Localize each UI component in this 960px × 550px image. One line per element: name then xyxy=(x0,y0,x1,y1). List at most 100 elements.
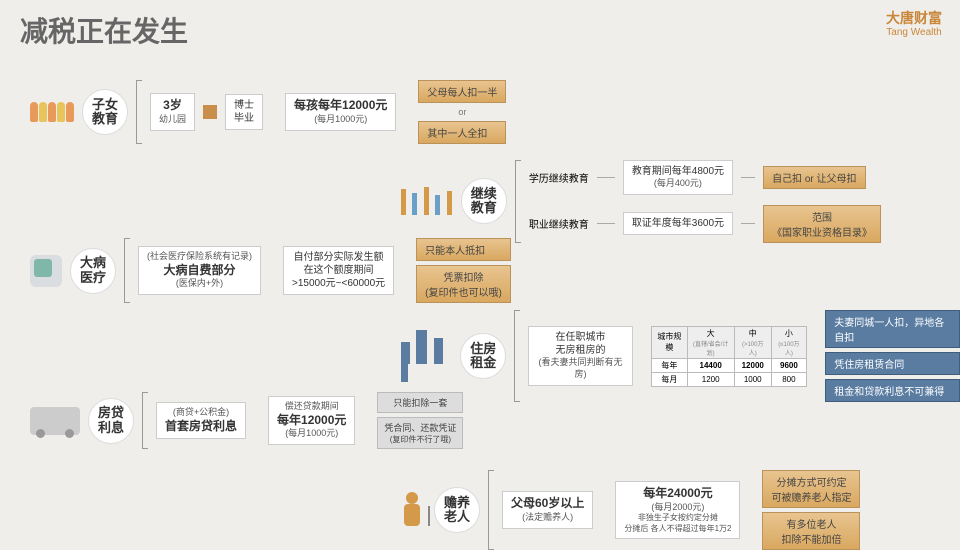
logo-en: Tang Wealth xyxy=(886,27,942,39)
truck-icon xyxy=(30,407,80,435)
elder-amount-note: 非独生子女按约定分摊 分摊后 各人不得超过每年1万2 xyxy=(624,513,731,534)
row-elder: 赡养 老人 父母60岁以上 (法定赡养人) 每年24000元 (每月2000元)… xyxy=(400,470,860,550)
td: 800 xyxy=(771,372,807,386)
cont-type2-amt: 取证年度每年3600元 xyxy=(623,212,733,235)
med-rule2-t: 凭票扣除 xyxy=(425,269,502,284)
t2-note: 《国家职业资格目录》 xyxy=(772,224,872,239)
loan-amount-sub: (每月1000元) xyxy=(277,428,346,440)
cont-type2-note: 范围 《国家职业资格目录》 xyxy=(763,205,881,243)
child-amount-box: 每孩每年12000元 (每月1000元) xyxy=(285,93,396,130)
elder-amount: 每年24000元 xyxy=(624,486,731,502)
child-label-circle: 子女 教育 xyxy=(82,89,128,135)
loan-pre: (商贷+公积金) xyxy=(165,407,237,419)
arrow-icon xyxy=(203,105,217,119)
line-icon xyxy=(597,177,615,178)
rent-notes: 夫妻同城一人扣，异地各自扣 凭住房租赁合同 租金和贷款利息不可兼得 xyxy=(825,310,960,402)
loan-rules: 只能扣除一套 凭合同、还款凭证 (复印件不行了哦) xyxy=(377,392,463,449)
elder-amount-sub: (每月2000元) xyxy=(624,502,731,514)
cont-label-circle: 继续 教育 xyxy=(461,178,507,224)
th: 大(直辖/省会/计划) xyxy=(687,326,734,358)
td: 9600 xyxy=(771,358,807,372)
loan-rule2: 凭合同、还款凭证 (复印件不行了哦) xyxy=(377,417,463,449)
elder-amount-box: 每年24000元 (每月2000元) 非独生子女按约定分摊 分摊后 各人不得超过… xyxy=(615,481,740,539)
elder-cond-box: 父母60岁以上 (法定赡养人) xyxy=(502,491,593,528)
rent-note3: 租金和贷款利息不可兼得 xyxy=(825,379,960,402)
row-continuing-education: 继续 教育 学历继续教育 教育期间每年4800元 (每月400元) 自己扣 or… xyxy=(400,160,881,243)
t1-amt: 教育期间每年4800元 xyxy=(632,165,724,178)
rent-table: 城市规模 大(直辖/省会/计划) 中(>100万人) 小(≤100万人) 每年 … xyxy=(651,326,807,387)
child-rule1: 父母每人扣一半 xyxy=(418,80,506,103)
row-loan: 房贷 利息 (商贷+公积金) 首套房贷利息 偿还贷款期间 每年12000元 (每… xyxy=(30,392,463,449)
td: 1000 xyxy=(734,372,771,386)
cont-type2: 职业继续教育 xyxy=(529,216,589,231)
bracket-icon xyxy=(514,310,520,402)
med-main-sub: (医保内+外) xyxy=(147,278,252,290)
td: 12000 xyxy=(734,358,771,372)
th: 城市规模 xyxy=(652,326,687,358)
cont-type1: 学历继续教育 xyxy=(529,170,589,185)
med-range-box: 自付部分实际发生额 在这个额度期间 >15000元~<60000元 xyxy=(283,246,394,295)
line-icon xyxy=(597,223,615,224)
rent-cond-box: 在任职城市 无房租房的 (看夫妻共同判断有无房) xyxy=(528,326,633,385)
loan-rule1: 只能扣除一套 xyxy=(377,392,463,413)
loan-rule2s: (复印件不行了哦) xyxy=(384,434,456,445)
medical-icon xyxy=(30,255,62,287)
bracket-icon xyxy=(142,392,148,449)
loan-label-circle: 房贷 利息 xyxy=(88,398,134,444)
t1-sub: (每月400元) xyxy=(632,178,724,190)
bracket-icon xyxy=(136,80,142,144)
elder-notes: 分摊方式可约定 可被赡养老人指定 有多位老人 扣除不能加倍 xyxy=(762,470,860,550)
td: 1200 xyxy=(687,372,734,386)
people-icon xyxy=(30,102,74,122)
page-title: 减税正在发生 xyxy=(20,10,188,50)
rent-label-circle: 住房 租金 xyxy=(460,333,506,379)
loan-main-box: (商贷+公积金) 首套房贷利息 xyxy=(156,402,246,439)
med-main-box: (社会医疗保险系统有记录) 大病自费部分 (医保内+外) xyxy=(138,246,261,295)
med-pre: (社会医疗保险系统有记录) xyxy=(147,251,252,263)
rent-note2: 凭住房租赁合同 xyxy=(825,352,960,375)
line-icon xyxy=(741,177,755,178)
td: 每月 xyxy=(652,372,687,386)
th: 中(>100万人) xyxy=(734,326,771,358)
rent-cond: 在任职城市 无房租房的 xyxy=(537,331,624,357)
logo-cn: 大唐财富 xyxy=(886,10,942,27)
th: 小(≤100万人) xyxy=(771,326,807,358)
rent-cond-sub: (看夫妻共同判断有无房) xyxy=(537,357,624,380)
t2-note-h: 范围 xyxy=(772,209,872,224)
line-icon xyxy=(741,223,755,224)
child-rules: 父母每人扣一半 or 其中一人全扣 xyxy=(418,80,506,144)
loan-period: 偿还贷款期间 xyxy=(277,401,346,413)
med-rule1: 只能本人抵扣 xyxy=(416,238,511,261)
med-rule2: 凭票扣除 (复印件也可以哦) xyxy=(416,265,511,303)
row-child-education: 子女 教育 3岁 幼儿园 博士 毕业 每孩每年12000元 (每月1000元) … xyxy=(30,80,506,144)
elder-cond: 父母60岁以上 xyxy=(511,496,584,512)
td: 14400 xyxy=(687,358,734,372)
loan-rule2t: 凭合同、还款凭证 xyxy=(384,421,456,434)
child-rule-or: or xyxy=(418,107,506,117)
age-end-box: 博士 毕业 xyxy=(225,94,263,130)
child-rule2: 其中一人全扣 xyxy=(418,121,506,144)
age-start-box: 3岁 幼儿园 xyxy=(150,93,195,130)
age-start: 3岁 xyxy=(159,98,186,114)
bracket-icon xyxy=(515,160,521,243)
age-start-sub: 幼儿园 xyxy=(159,114,186,126)
elder-cond-sub: (法定赡养人) xyxy=(511,512,584,524)
loan-main: 首套房贷利息 xyxy=(165,419,237,435)
logo: 大唐财富 Tang Wealth xyxy=(886,10,942,39)
med-rules: 只能本人抵扣 凭票扣除 (复印件也可以哦) xyxy=(416,238,511,303)
loan-amount: 每年12000元 xyxy=(277,413,346,429)
books-icon xyxy=(400,187,453,215)
child-amount-sub: (每月1000元) xyxy=(294,114,387,126)
bracket-icon xyxy=(488,470,494,550)
building-icon xyxy=(400,330,452,382)
med-rule2-s: (复印件也可以哦) xyxy=(425,284,502,299)
elder-icon xyxy=(400,492,426,528)
elder-note2: 有多位老人 扣除不能加倍 xyxy=(762,512,860,550)
elder-note1: 分摊方式可约定 可被赡养老人指定 xyxy=(762,470,860,508)
cont-type1-note: 自己扣 or 让父母扣 xyxy=(763,166,865,189)
elder-label-circle: 赡养 老人 xyxy=(434,487,480,533)
bracket-icon xyxy=(124,238,130,303)
med-main: 大病自费部分 xyxy=(147,263,252,279)
child-amount: 每孩每年12000元 xyxy=(294,98,387,114)
loan-amount-box: 偿还贷款期间 每年12000元 (每月1000元) xyxy=(268,396,355,445)
